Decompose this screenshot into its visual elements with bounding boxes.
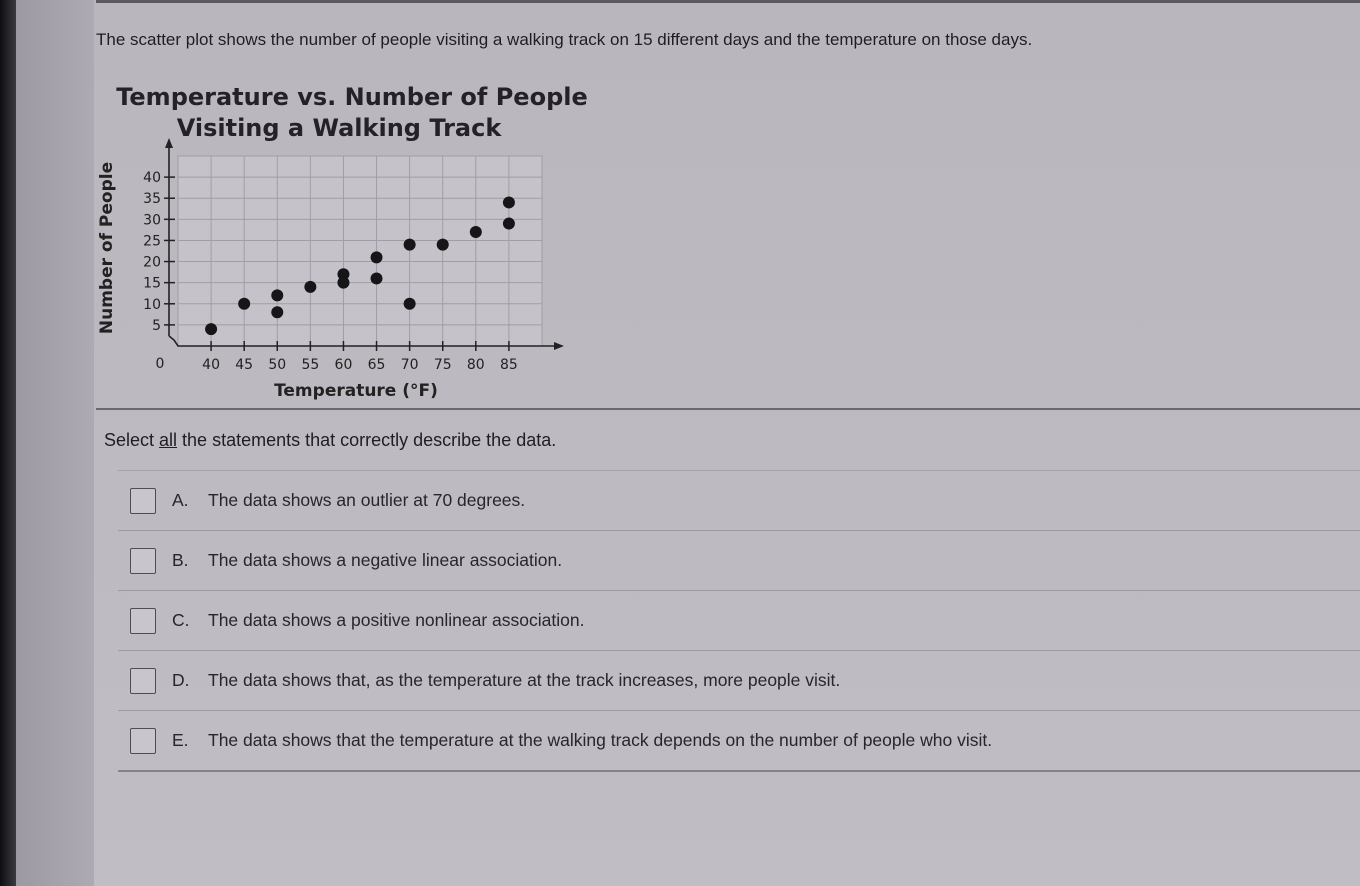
data-point: [502, 217, 515, 230]
y-tick-label: 25: [143, 233, 161, 249]
top-divider: [96, 0, 1360, 3]
x-tick-label: 60: [335, 357, 353, 373]
x-tick-label: 85: [500, 357, 518, 373]
option-c[interactable]: C. The data shows a positive nonlinear a…: [118, 591, 1360, 651]
option-c-letter: C.: [172, 610, 190, 630]
left-margin: [16, 0, 94, 886]
plot-background: [177, 155, 543, 347]
question-prompt: Select all the statements that correctly…: [104, 430, 556, 451]
option-a[interactable]: A. The data shows an outlier at 70 degre…: [118, 470, 1360, 531]
chart-title-line2: Visiting a Walking Track: [176, 114, 502, 142]
option-e[interactable]: E. The data shows that the temperature a…: [118, 711, 1360, 772]
data-point: [502, 196, 515, 209]
option-b-letter: B.: [172, 550, 189, 570]
data-point: [436, 238, 449, 251]
data-point: [370, 251, 383, 264]
x-tick-label: 80: [467, 357, 485, 373]
axis-break: [168, 335, 188, 347]
origin-label: 0: [156, 356, 165, 372]
data-point: [403, 238, 416, 251]
data-point: [337, 268, 350, 281]
chart-title: Temperature vs. Number of People Visitin…: [92, 82, 612, 144]
x-tick-label: 40: [202, 357, 220, 373]
x-tick-label: 55: [301, 357, 319, 373]
answer-options: A. The data shows an outlier at 70 degre…: [118, 470, 1360, 772]
option-c-checkbox[interactable]: [130, 607, 156, 634]
data-point: [304, 280, 317, 293]
y-tick-label: 5: [152, 318, 161, 334]
option-e-text: The data shows that the temperature at t…: [208, 730, 993, 750]
y-axis-arrow: [165, 138, 173, 148]
y-tick-label: 35: [143, 191, 161, 207]
option-a-checkbox[interactable]: [130, 487, 156, 514]
y-tick-label: 10: [143, 297, 161, 313]
option-c-text: The data shows a positive nonlinear asso…: [208, 610, 585, 630]
option-d-checkbox[interactable]: [130, 667, 156, 694]
x-tick-label: 45: [235, 357, 253, 373]
option-b-text: The data shows a negative linear associa…: [208, 550, 563, 570]
data-point: [205, 323, 218, 336]
screen-bezel: [0, 0, 16, 886]
option-b-checkbox[interactable]: [130, 547, 156, 574]
x-tick-label: 70: [401, 357, 419, 373]
x-axis-title: Temperature (°F): [274, 381, 438, 401]
prompt-emphasis: all: [159, 430, 178, 450]
y-tick-label: 30: [143, 212, 161, 228]
option-d[interactable]: D. The data shows that, as the temperatu…: [118, 651, 1360, 711]
option-d-letter: D.: [172, 670, 190, 690]
y-tick-label: 40: [143, 170, 161, 186]
y-tick-label: 20: [143, 255, 161, 271]
y-axis-title: Number of People: [97, 162, 117, 334]
prompt-before: Select: [104, 430, 160, 450]
data-point: [271, 289, 284, 302]
x-tick-label: 75: [434, 357, 452, 373]
option-a-text: The data shows an outlier at 70 degrees.: [208, 490, 526, 510]
x-axis-arrow: [554, 342, 564, 350]
option-a-letter: A.: [172, 490, 189, 510]
data-point: [370, 272, 383, 285]
chart-title-line1: Temperature vs. Number of People: [116, 83, 588, 111]
x-tick-label: 65: [368, 357, 386, 373]
question-intro: The scatter plot shows the number of peo…: [96, 30, 1033, 49]
content-area: [94, 0, 1360, 886]
data-point: [469, 226, 482, 238]
prompt-after: the statements that correctly describe t…: [177, 430, 557, 450]
data-point: [337, 276, 350, 289]
x-tick-label: 50: [268, 357, 286, 373]
data-point: [271, 306, 284, 319]
scatter-chart: 5 10 15 20 25 30 35 40 40 45 50 55 60 65 70 75 80 85 0 Temp…: [92, 78, 612, 408]
data-point: [403, 297, 416, 310]
option-e-checkbox[interactable]: [130, 727, 156, 754]
section-divider: [96, 408, 1360, 410]
option-b[interactable]: B. The data shows a negative linear asso…: [118, 531, 1360, 591]
y-tick-label: 15: [143, 276, 161, 292]
option-d-text: The data shows that, as the temperature …: [208, 670, 841, 690]
option-e-letter: E.: [172, 730, 189, 750]
chart-svg: 5 10 15 20 25 30 35 40 40 45 50 55 60 65 70 75 80 85 0 Temp…: [97, 138, 564, 401]
data-point: [238, 297, 251, 310]
